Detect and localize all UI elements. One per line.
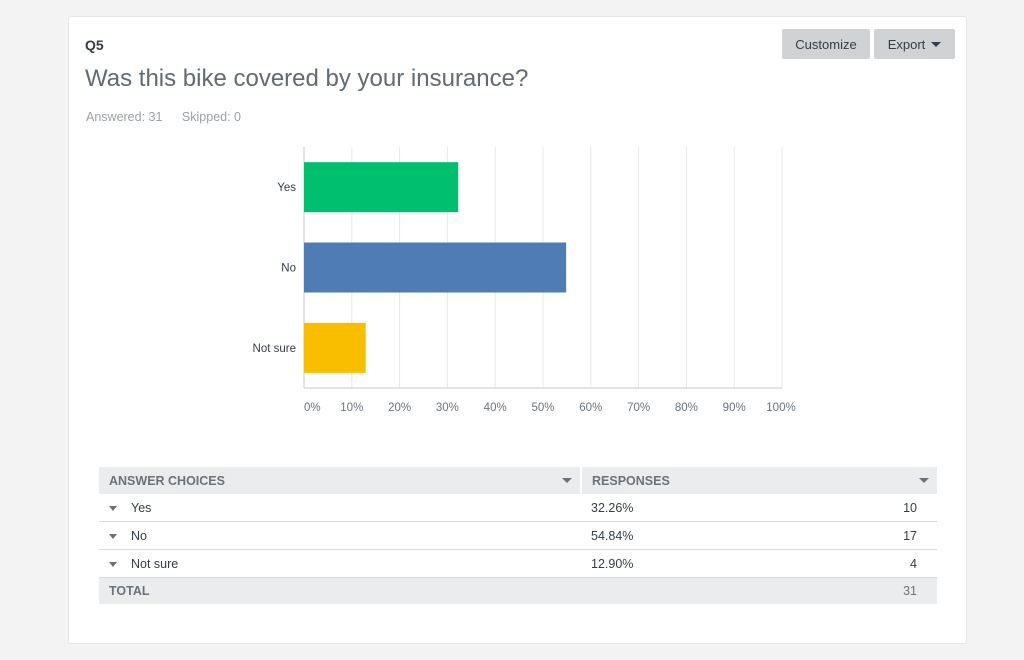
- chevron-down-icon: [931, 41, 942, 47]
- sort-caret-icon[interactable]: [562, 478, 572, 483]
- chart-svg: 0% 10% 20% 30% 40% 50% 60% 70% 80% 90% 100% Yes No No…: [253, 147, 796, 414]
- bar: [304, 162, 459, 213]
- responses-header-label: RESPONSES: [592, 473, 670, 488]
- export-label: Export: [887, 36, 926, 52]
- response-percent: 32.26%: [581, 494, 790, 522]
- bar: [304, 322, 366, 373]
- table-row: Yes 32.26% 10: [99, 494, 937, 522]
- answer-choices-header-label: ANSWER CHOICES: [109, 473, 225, 488]
- answer-choice-cell: Yes: [99, 494, 581, 522]
- x-tick-label: 50%: [531, 402, 554, 414]
- answer-choice-label: Yes: [131, 500, 152, 515]
- x-tick-label: 100%: [766, 402, 795, 414]
- table-header-row: ANSWER CHOICES RESPONSES: [99, 467, 937, 494]
- category-label: No: [281, 263, 296, 275]
- answered-count: Answered: 31: [86, 110, 163, 124]
- total-spacer: [581, 577, 790, 604]
- category-label: Not sure: [253, 343, 296, 355]
- answer-choice-label: No: [131, 528, 147, 543]
- question-card: Q5 Was this bike covered by your insuran…: [68, 16, 967, 644]
- x-tick-label: 30%: [436, 402, 459, 414]
- export-button[interactable]: Export: [874, 29, 955, 59]
- bar: [304, 242, 567, 293]
- customize-label: Customize: [795, 36, 857, 52]
- response-count: 17: [789, 521, 937, 550]
- table-row: No 54.84% 17: [99, 521, 937, 550]
- customize-button[interactable]: Customize: [782, 29, 870, 59]
- expand-caret-icon[interactable]: [109, 533, 117, 539]
- x-tick-label: 60%: [579, 402, 602, 414]
- x-tick-label: 0%: [304, 402, 321, 414]
- total-label: TOTAL: [99, 577, 581, 604]
- expand-caret-icon[interactable]: [109, 505, 117, 511]
- response-percent: 54.84%: [581, 521, 790, 550]
- table-row: Not sure 12.90% 4: [99, 549, 937, 578]
- answers-table: ANSWER CHOICES RESPONSES Yes 32.26% 10 N…: [99, 467, 937, 604]
- x-tick-label: 40%: [484, 402, 507, 414]
- sort-caret-icon[interactable]: [919, 478, 929, 483]
- x-tick-label: 90%: [723, 402, 746, 414]
- x-tick-label: 20%: [388, 402, 411, 414]
- response-percent: 12.90%: [581, 549, 790, 578]
- x-tick-label: 80%: [675, 402, 698, 414]
- response-count: 4: [789, 549, 937, 578]
- responses-header[interactable]: RESPONSES: [581, 467, 937, 494]
- total-count: 31: [789, 577, 937, 604]
- response-count: 10: [789, 494, 937, 522]
- answer-choice-cell: Not sure: [99, 549, 581, 578]
- total-row: TOTAL 31: [99, 577, 937, 604]
- expand-caret-icon[interactable]: [109, 561, 117, 567]
- x-tick-label: 70%: [627, 402, 650, 414]
- answer-choice-label: Not sure: [131, 556, 179, 571]
- answer-choices-header[interactable]: ANSWER CHOICES: [99, 467, 582, 494]
- x-tick-label: 10%: [340, 402, 363, 414]
- category-label: Yes: [277, 182, 296, 194]
- question-number: Q5: [85, 37, 104, 53]
- skipped-count: Skipped: 0: [181, 110, 241, 124]
- answer-choice-cell: No: [99, 521, 581, 550]
- response-meta: Answered: 31 Skipped: 0: [86, 110, 257, 124]
- question-title: Was this bike covered by your insurance?: [85, 65, 529, 92]
